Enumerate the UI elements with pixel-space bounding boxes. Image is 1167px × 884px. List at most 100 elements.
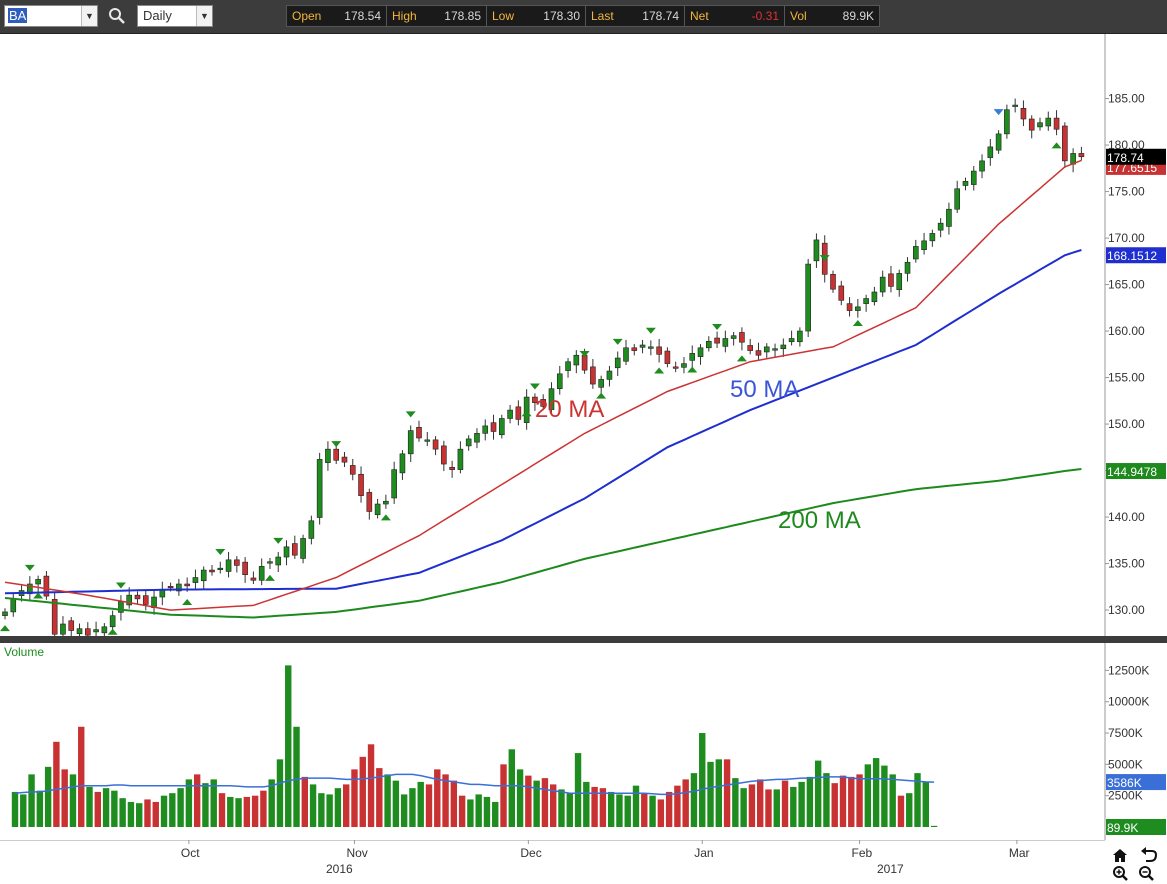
volume-bar <box>326 794 333 827</box>
volume-bar <box>699 733 706 827</box>
volume-bar <box>831 783 838 827</box>
volume-tick-label: 2500K <box>1108 789 1143 803</box>
year-label: 2016 <box>326 862 353 876</box>
volume-bar <box>193 774 201 827</box>
swing-low-marker <box>596 392 607 399</box>
volume-bar <box>400 794 408 827</box>
search-icon[interactable] <box>107 6 127 26</box>
candle-body <box>349 465 356 475</box>
volume-bar <box>682 779 689 827</box>
volume-bar <box>649 795 656 827</box>
candle-body <box>109 615 116 628</box>
candle-body <box>954 188 961 210</box>
candle-body <box>805 263 811 332</box>
volume-bar <box>69 774 77 827</box>
volume-bar <box>309 784 317 827</box>
volume-bar <box>458 795 466 827</box>
volume-bar <box>409 788 416 827</box>
zoom-out-icon[interactable] <box>1139 866 1154 881</box>
volume-bar <box>558 789 565 827</box>
volume-bar <box>44 766 52 827</box>
candle-body <box>167 586 174 589</box>
volume-bar <box>11 791 19 827</box>
ma50-price-label: 168.1512 <box>1107 249 1157 263</box>
volume-bar <box>516 769 524 827</box>
volume-bar <box>268 779 275 827</box>
candle-body <box>962 181 969 186</box>
volume-bar <box>872 758 880 827</box>
volume-bar <box>533 780 540 827</box>
volume-bar <box>665 791 673 827</box>
price-tick-label: 180.00 <box>1108 138 1145 152</box>
candle-body <box>399 453 406 474</box>
swing-high-marker <box>712 323 723 330</box>
candle-body <box>937 222 944 231</box>
volume-bar <box>417 781 424 827</box>
symbol-dropdown-icon[interactable]: ▼ <box>81 6 97 26</box>
undo-icon[interactable] <box>1141 847 1158 862</box>
volume-bar <box>144 799 151 827</box>
panel-divider[interactable] <box>0 636 1167 643</box>
candle-body <box>540 399 547 407</box>
swing-high-marker <box>215 549 226 556</box>
volume-bar <box>732 778 739 827</box>
candle-body <box>830 274 836 290</box>
volume-bar <box>641 793 648 827</box>
zoom-in-icon[interactable] <box>1113 866 1128 881</box>
volume-bar <box>227 796 234 827</box>
ma50-annotation: 50 MA <box>730 376 799 403</box>
candle-body <box>474 433 480 443</box>
quote-net: Net -0.31 <box>685 6 785 26</box>
candle-body <box>308 520 315 539</box>
candle-body <box>465 438 472 447</box>
volume-tick-label: 12500K <box>1108 663 1149 677</box>
ma20-line <box>4 159 1082 611</box>
volume-bar <box>235 798 242 827</box>
volume-bar <box>450 780 458 827</box>
candle-body <box>35 579 41 585</box>
candle-body <box>788 338 795 343</box>
candle-body <box>482 425 489 434</box>
period-dropdown-icon[interactable]: ▼ <box>196 6 212 26</box>
swing-high-marker <box>331 441 342 448</box>
candle-body <box>234 559 240 566</box>
period-select[interactable]: Daily ▼ <box>137 5 213 27</box>
candle-body <box>209 569 215 573</box>
swing-low-marker <box>380 514 391 521</box>
volume-tick-label: 7500K <box>1108 726 1143 740</box>
candle-body <box>1045 117 1052 127</box>
candle-body <box>946 208 952 227</box>
candle-body <box>391 469 397 499</box>
swing-low-marker <box>521 410 532 417</box>
home-icon[interactable] <box>1113 849 1127 862</box>
candle-body <box>507 409 513 419</box>
x-tick-label: Oct <box>181 846 200 860</box>
swing-low-marker <box>107 628 118 635</box>
symbol-input[interactable]: BA ▼ <box>4 5 98 27</box>
volume-bar <box>475 794 482 827</box>
candle-body <box>490 422 497 432</box>
volume-bar <box>260 790 267 827</box>
volume-bar <box>218 793 226 827</box>
volume-bar <box>177 788 184 827</box>
volume-bar <box>127 801 135 827</box>
volume-bar <box>119 798 126 827</box>
volume-tick-label: 10000K <box>1108 695 1149 709</box>
candle-body <box>780 344 787 350</box>
volume-bar <box>367 744 375 827</box>
candle-body <box>267 561 273 564</box>
candle-body <box>904 261 911 274</box>
volume-bar <box>86 786 93 827</box>
volume-bar <box>906 793 913 827</box>
candle-body <box>1020 108 1027 120</box>
ma50-price-label-bg <box>1106 247 1166 264</box>
volume-avg-label: 3586K <box>1107 776 1142 790</box>
volume-bar <box>36 790 44 827</box>
ma50-line <box>4 249 1082 595</box>
candle-body <box>697 347 704 357</box>
volume-bar <box>856 774 863 827</box>
candle-body <box>10 598 17 613</box>
candle-body <box>705 340 712 349</box>
